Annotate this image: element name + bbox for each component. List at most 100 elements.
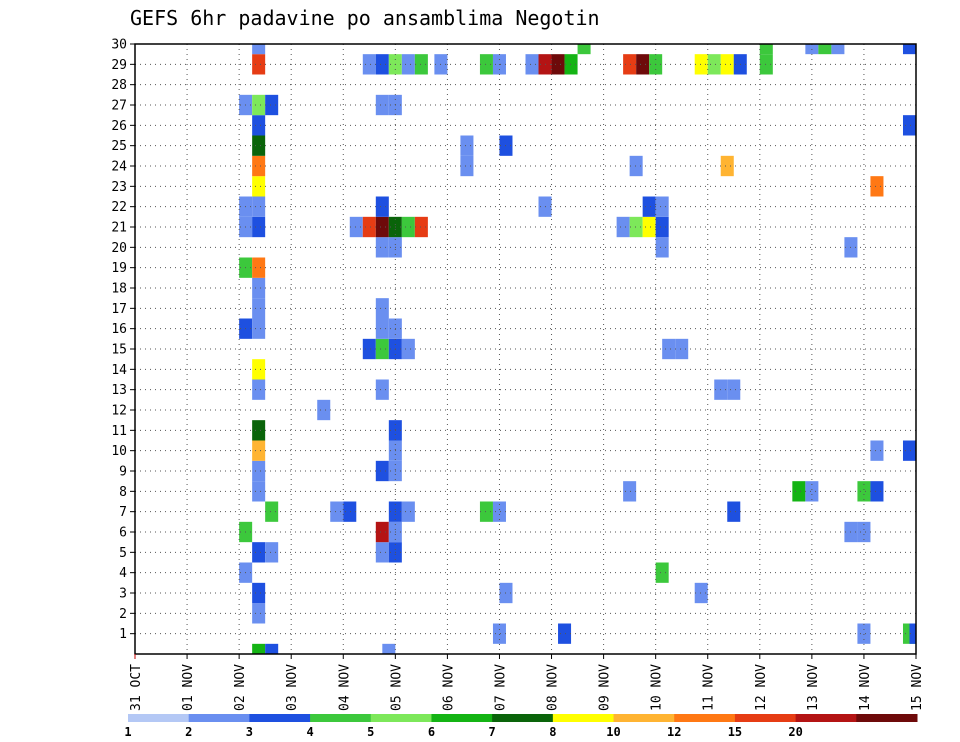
colorbar-label: 1 <box>124 725 131 739</box>
heatmap-cell <box>662 338 676 360</box>
y-tick-label: 4 <box>119 566 127 581</box>
colorbar-label: 10 <box>606 725 620 739</box>
heatmap-cell <box>460 155 474 177</box>
y-tick-label: 14 <box>111 363 127 378</box>
heatmap-cell <box>252 135 266 156</box>
y-tick-label: 23 <box>111 180 127 195</box>
colorbar-swatch <box>674 714 736 722</box>
heatmap-cell <box>362 54 376 75</box>
heatmap-cell <box>252 460 266 482</box>
heatmap-cell <box>375 298 389 319</box>
colorbar-label: 15 <box>728 725 742 739</box>
heatmap-cell <box>375 54 389 75</box>
heatmap-cell <box>720 54 734 75</box>
heatmap-cell <box>623 481 637 502</box>
y-tick-label: 28 <box>111 78 127 93</box>
colorbar-swatch <box>370 714 432 722</box>
heatmap-cell <box>375 521 389 543</box>
x-tick-label: 02 NOV <box>233 664 248 711</box>
x-tick-label: 05 NOV <box>389 664 404 711</box>
heatmap-cell <box>252 54 266 75</box>
colorbar-label: 7 <box>489 725 496 739</box>
x-tick-label: 07 NOV <box>493 664 508 711</box>
heatmap-cell <box>265 501 279 522</box>
colorbar-label: 4 <box>306 725 313 739</box>
y-tick-label: 15 <box>111 343 127 358</box>
grid-lines <box>135 44 916 654</box>
heatmap-cell <box>727 379 741 400</box>
colorbar-swatch <box>734 714 797 722</box>
y-tick-label: 16 <box>111 322 127 337</box>
heatmap-cell <box>805 481 819 502</box>
colorbar-label: 6 <box>428 725 435 739</box>
heatmap-cell <box>375 318 389 339</box>
heatmap-cell <box>401 54 415 75</box>
heatmap-cell <box>525 54 539 75</box>
heatmap-cell <box>375 237 389 258</box>
colorbar-swatch <box>431 714 493 722</box>
heatmap-cell <box>252 115 266 136</box>
colorbar: 1 2 3 4 5 6 7 8 10 12 15 20 <box>124 714 918 739</box>
heatmap-cell <box>265 643 279 654</box>
y-tick-label: 1 <box>119 627 127 642</box>
y-tick-label: 9 <box>119 465 127 480</box>
y-tick-label: 10 <box>111 444 127 459</box>
heatmap-cell <box>362 338 376 360</box>
heatmap-cell <box>636 54 650 75</box>
colorbar-label: 2 <box>185 725 192 739</box>
colorbar-swatch <box>310 714 372 722</box>
y-tick-label: 30 <box>111 38 127 53</box>
heatmap-cell <box>629 216 643 238</box>
colorbar-label: 12 <box>667 725 681 739</box>
heatmap-cell <box>375 196 389 217</box>
heatmap-cell <box>694 54 708 75</box>
heatmap-cell <box>577 44 591 55</box>
y-tick-label: 8 <box>119 485 127 500</box>
heatmap-cell <box>818 44 832 55</box>
y-tick-label: 5 <box>119 546 127 561</box>
heatmap-cell <box>727 501 741 522</box>
heatmap-cell <box>252 440 266 461</box>
heatmap-cell <box>857 521 871 543</box>
heatmap-cell <box>375 379 389 400</box>
heatmap-cell <box>252 257 266 278</box>
heatmap-cell <box>479 54 493 75</box>
heatmap-cell <box>401 501 415 522</box>
y-tick-label: 11 <box>111 424 127 439</box>
colorbar-label: 8 <box>549 725 556 739</box>
heatmap-cell <box>349 216 363 238</box>
y-tick-label: 17 <box>111 302 127 317</box>
heatmap-cell <box>375 216 389 238</box>
y-axis-ticks: 1234567891011121314151617181920212223242… <box>111 38 135 642</box>
y-tick-label: 13 <box>111 383 127 398</box>
heatmap-cell <box>857 481 871 502</box>
heatmap-cell <box>558 623 572 644</box>
heatmap-cell <box>252 379 266 400</box>
y-tick-label: 2 <box>119 607 127 622</box>
heatmap-cell <box>375 542 389 563</box>
heatmap-cell <box>375 94 389 116</box>
y-tick-label: 18 <box>111 282 127 297</box>
heatmap-cell <box>252 359 266 380</box>
heatmap-cell <box>252 216 266 238</box>
colorbar-label: 20 <box>788 725 802 739</box>
y-tick-label: 24 <box>111 160 127 175</box>
heatmap-cell <box>252 196 266 217</box>
heatmap-cell <box>492 501 506 522</box>
heatmap-cell <box>655 237 669 258</box>
colorbar-swatch <box>552 714 615 722</box>
x-tick-label: 31 OCT <box>129 664 144 711</box>
colorbar-swatch <box>856 714 918 722</box>
heatmap-cell <box>564 54 578 75</box>
heatmap-cell <box>401 216 415 238</box>
x-axis-ticks: 31 OCT 01 NOV 02 NOV 03 NOV 04 NOV 05 NOV 06 N… <box>129 654 925 711</box>
x-tick-label: 13 NOV <box>806 664 821 711</box>
x-tick-label: 11 NOV <box>702 664 717 711</box>
heatmap-cell <box>792 481 806 502</box>
heatmap-cell <box>382 643 396 654</box>
x-tick-label: 12 NOV <box>754 664 769 711</box>
y-tick-label: 22 <box>111 200 127 215</box>
heatmap-cell <box>375 338 389 360</box>
x-tick-label: 06 NOV <box>441 664 456 711</box>
